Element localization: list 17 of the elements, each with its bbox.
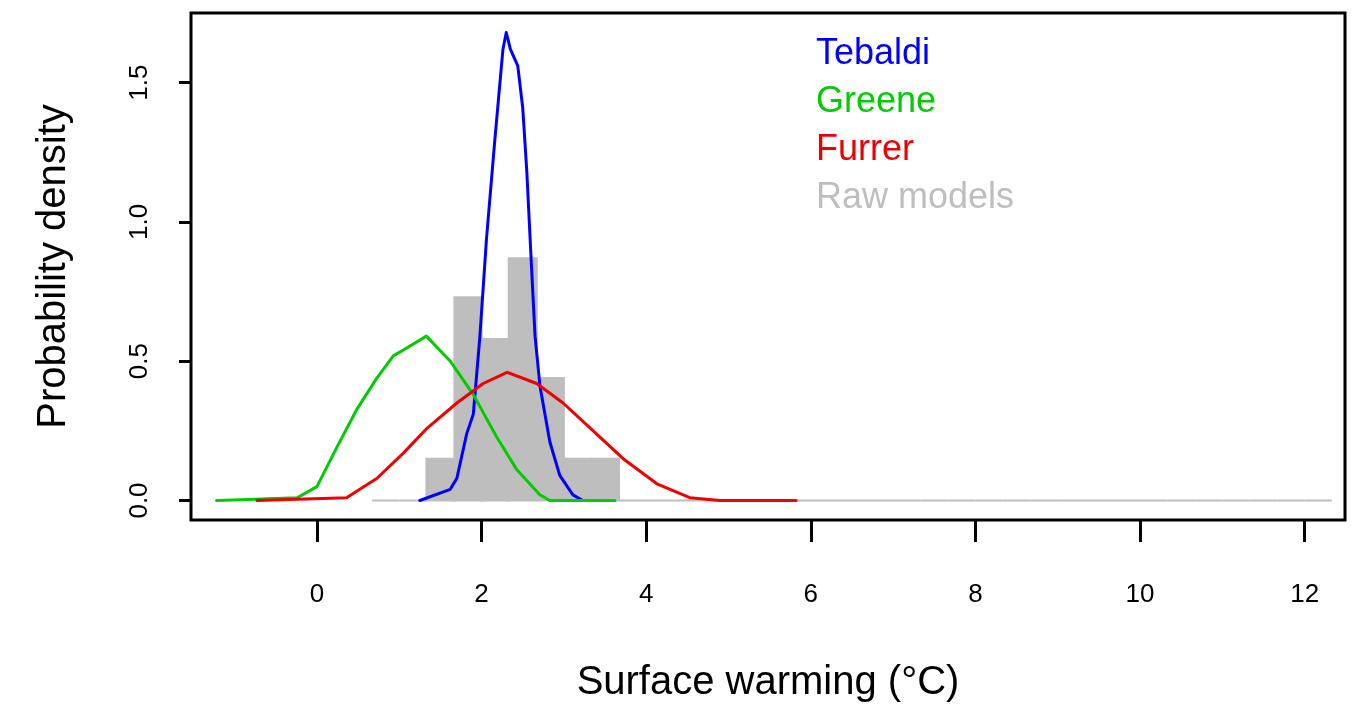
x-tick-label: 0 [309, 578, 325, 608]
y-axis-title: Probability density [29, 104, 73, 429]
text: Furrer [815, 126, 914, 168]
x-tick-label: 10 [1125, 578, 1155, 608]
x-tick-label: 8 [968, 578, 983, 608]
y-tick-label: 0.0 [123, 482, 153, 519]
x-tick-label: 2 [474, 578, 489, 608]
x-tick-label: 4 [638, 578, 654, 608]
y-tick-label: 1.5 [123, 64, 153, 101]
text: Raw models [815, 174, 1015, 216]
y-tick-label: 1.0 [123, 203, 153, 241]
y-tick-label: 0.5 [123, 343, 153, 380]
text: Tebaldi [815, 30, 931, 72]
text: Greene [815, 78, 937, 120]
x-axis-title: Surface warming (°C) [576, 658, 960, 702]
x-tick-label: 6 [803, 578, 819, 608]
x-tick-label: 12 [1290, 578, 1320, 608]
